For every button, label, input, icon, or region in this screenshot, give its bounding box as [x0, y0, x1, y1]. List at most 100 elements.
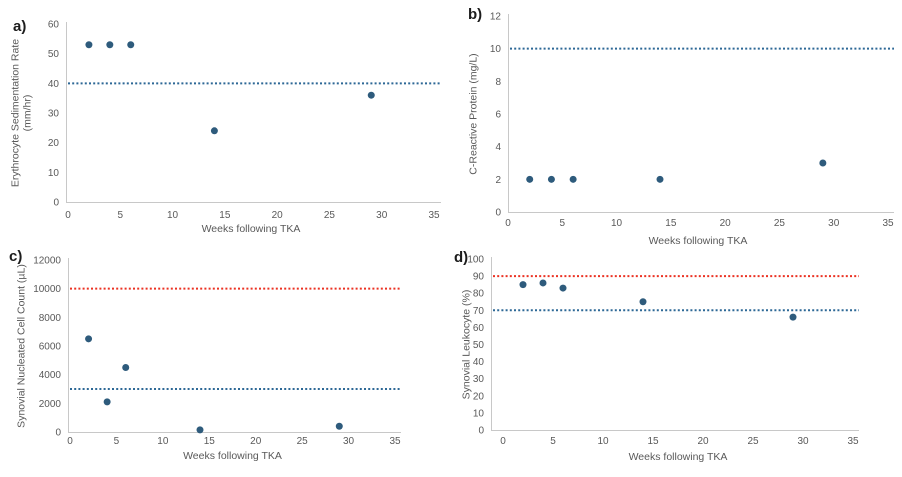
y-axis-title: C-Reactive Protein (mg/L)	[468, 53, 480, 174]
y-tick-label: 30	[48, 109, 60, 120]
data-point	[539, 279, 547, 287]
y-tick-label: 40	[473, 357, 485, 368]
x-tick-label: 35	[389, 436, 401, 447]
x-tick-label: 30	[797, 436, 809, 447]
scatter-plot-crp: 0 2 4 6 8 10 12 0 5 10 15 20 25 30 35 Weeks following T…	[468, 12, 894, 247]
x-tick-label: 25	[774, 218, 786, 229]
panel-label-d: d)	[454, 249, 469, 266]
y-tick-label: 10000	[33, 284, 61, 295]
data-point	[122, 364, 130, 371]
y-axis-title: Synovial Leukocyte (%)	[461, 290, 473, 400]
y-tick-label: 30	[473, 374, 485, 385]
data-point	[789, 313, 797, 321]
x-tick-label: 20	[250, 436, 262, 447]
data-point	[106, 41, 114, 49]
x-tick-label: 10	[611, 218, 623, 229]
y-tick-label: 0	[55, 428, 61, 439]
y-axis-title: Erythrocyte Sedimentation Rate(mm/hr)	[10, 39, 34, 187]
data-point	[639, 298, 647, 306]
x-tick-label: 0	[500, 436, 506, 447]
x-tick-label: 5	[550, 436, 556, 447]
data-point	[819, 159, 827, 167]
data-point	[526, 175, 534, 183]
x-tick-label: 25	[324, 210, 336, 221]
x-tick-label: 25	[297, 436, 309, 447]
y-tick-label: 6	[495, 110, 501, 121]
y-tick-label: 40	[48, 79, 60, 90]
data-point	[547, 175, 555, 183]
data-point	[335, 422, 343, 430]
data-point	[103, 398, 111, 406]
y-tick-label: 2	[495, 175, 501, 186]
y-tick-label: 6000	[39, 342, 62, 353]
x-tick-label: 30	[828, 218, 840, 229]
y-tick-label: 60	[473, 323, 485, 334]
data-point	[127, 41, 135, 49]
y-tick-label: 4000	[39, 370, 62, 381]
y-tick-label: 50	[48, 49, 60, 60]
data-point	[519, 281, 527, 289]
y-tick-label: 10	[473, 408, 485, 419]
scatter-plot-esr: 0 10 20 30 40 50 60 0 5 10 15 20 25 30 35 Weeks followi…	[10, 20, 441, 235]
x-axis-title: Weeks following TKA	[202, 223, 301, 235]
x-axis-title: Weeks following TKA	[183, 450, 282, 462]
x-tick-label: 30	[376, 210, 388, 221]
y-tick-label: 8000	[39, 313, 62, 324]
y-tick-label: 4	[495, 142, 501, 153]
x-tick-label: 10	[157, 436, 169, 447]
y-tick-label: 80	[473, 289, 485, 300]
x-tick-label: 35	[882, 218, 894, 229]
y-tick-label: 0	[495, 208, 501, 219]
y-tick-label: 100	[467, 255, 484, 266]
panel-label-c: c)	[9, 248, 23, 265]
data-point	[656, 175, 664, 183]
x-tick-label: 5	[118, 210, 124, 221]
x-tick-label: 35	[428, 210, 440, 221]
x-tick-label: 0	[65, 210, 71, 221]
y-tick-label: 70	[473, 306, 485, 317]
y-tick-label: 12	[490, 12, 502, 23]
y-tick-label: 0	[478, 426, 484, 437]
x-tick-label: 20	[272, 210, 284, 221]
y-tick-label: 2000	[39, 399, 62, 410]
y-tick-label: 60	[48, 20, 60, 31]
data-point	[569, 175, 577, 183]
y-tick-label: 10	[48, 168, 60, 179]
x-tick-label: 10	[597, 436, 609, 447]
x-tick-label: 25	[747, 436, 759, 447]
y-tick-label: 20	[473, 391, 485, 402]
y-axis-title: Synovial Nucleated Cell Count (µL)	[16, 264, 28, 428]
x-tick-label: 20	[697, 436, 709, 447]
x-tick-label: 15	[665, 218, 677, 229]
x-axis-title: Weeks following TKA	[649, 235, 748, 247]
data-point	[85, 335, 93, 343]
y-tick-label: 8	[495, 77, 501, 88]
data-point	[559, 284, 567, 292]
data-point	[367, 91, 375, 99]
x-tick-label: 15	[219, 210, 231, 221]
x-tick-label: 20	[720, 218, 732, 229]
data-point	[210, 127, 218, 135]
x-tick-label: 5	[560, 218, 566, 229]
panel-label-a: a)	[13, 18, 27, 35]
y-tick-label: 50	[473, 340, 485, 351]
data-point	[85, 41, 93, 49]
y-tick-label: 0	[53, 198, 59, 209]
x-tick-label: 0	[67, 436, 73, 447]
x-tick-label: 15	[647, 436, 659, 447]
y-tick-label: 10	[490, 44, 502, 55]
y-tick-label: 90	[473, 272, 485, 283]
scatter-plot-synovial-leukocyte: 0 10 20 30 40 50 60 70 80 90 100 0 5 10 15 20 25 30 35 Week…	[461, 255, 859, 463]
data-point	[196, 426, 204, 434]
x-tick-label: 0	[505, 218, 511, 229]
scatter-plot-synovial-cell-count: 0 2000 4000 6000 8000 10000 12000 0 5 10 15 20 25 30 3…	[16, 256, 401, 462]
y-tick-label: 20	[48, 138, 60, 149]
x-tick-label: 10	[167, 210, 179, 221]
x-axis-title: Weeks following TKA	[629, 451, 728, 463]
x-tick-label: 30	[343, 436, 355, 447]
x-tick-label: 5	[114, 436, 120, 447]
panel-label-b: b)	[468, 6, 483, 23]
x-tick-label: 15	[204, 436, 216, 447]
y-tick-label: 12000	[33, 256, 61, 267]
